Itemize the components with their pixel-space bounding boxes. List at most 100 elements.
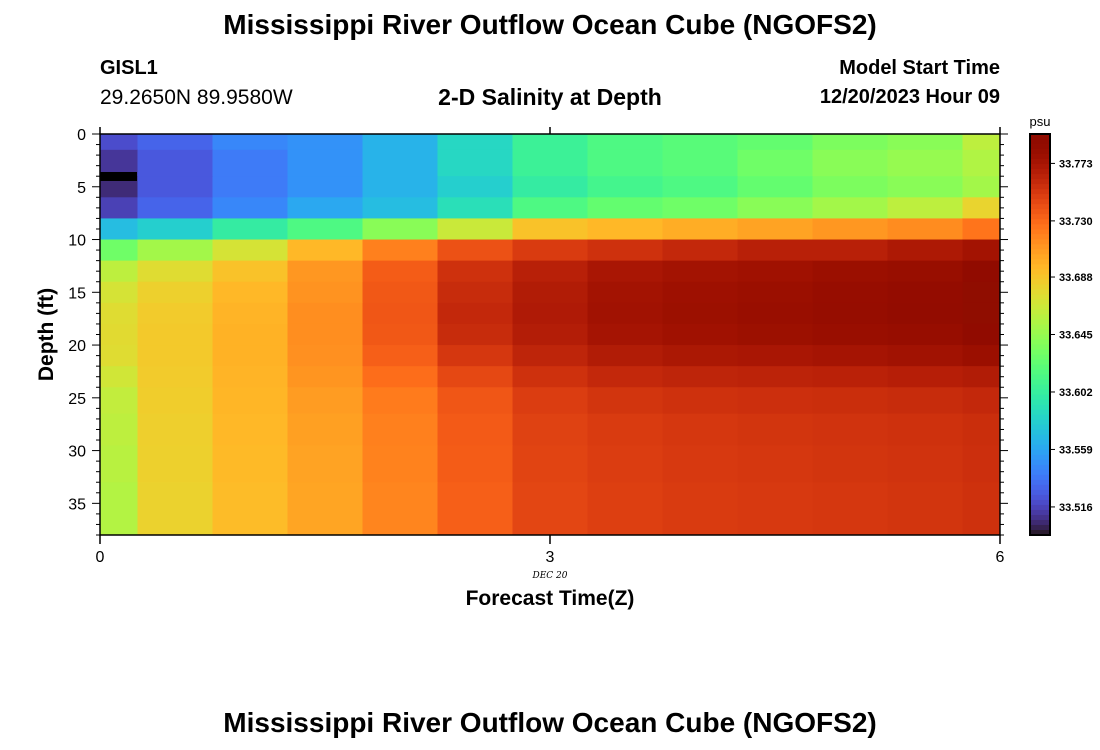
heatmap-cell <box>362 445 438 483</box>
colorbar-segment <box>1030 314 1050 321</box>
heatmap-cell <box>287 239 363 262</box>
colorbar-segment <box>1030 294 1050 301</box>
heatmap-cell <box>962 482 1001 536</box>
y-tick-label: 20 <box>68 338 86 355</box>
heatmap-cell <box>512 239 588 262</box>
colorbar-segment <box>1030 159 1050 165</box>
colorbar-segment <box>1030 459 1050 466</box>
heatmap-cell <box>587 445 663 483</box>
colorbar-segment <box>1030 279 1050 285</box>
y-tick-label: 0 <box>77 127 86 144</box>
heatmap-cell <box>437 482 513 536</box>
heatmap-cell <box>100 218 138 241</box>
heatmap-cell <box>512 260 588 283</box>
heatmap-cell <box>512 387 588 415</box>
heatmap-cell <box>962 260 1001 283</box>
colorbar-segment <box>1030 244 1050 250</box>
heatmap-cell <box>287 197 363 219</box>
model-start-value: 12/20/2023 Hour 09 <box>819 86 1000 108</box>
colorbar-segment <box>1030 504 1050 511</box>
colorbar-segment <box>1030 334 1050 341</box>
heatmap-cell <box>887 345 963 367</box>
heatmap-cell <box>137 413 213 446</box>
colorbar-segment <box>1030 189 1050 195</box>
colorbar-segment <box>1030 179 1050 185</box>
heatmap-cell <box>662 366 738 388</box>
heatmap-cell <box>587 387 663 415</box>
chart-subtitle: 2-D Salinity at Depth <box>438 84 662 110</box>
heatmap-cell <box>287 134 363 151</box>
heatmap-cell <box>887 260 963 283</box>
heatmap-cell <box>512 445 588 483</box>
heatmap-cell <box>737 482 813 536</box>
heatmap-cell <box>100 387 138 415</box>
heatmap-cell <box>137 149 213 177</box>
colorbar-segment <box>1030 404 1050 411</box>
heatmap-cell <box>137 482 213 536</box>
colorbar-segment <box>1030 269 1050 275</box>
colorbar-segment <box>1030 264 1050 270</box>
colorbar-segment <box>1030 369 1050 376</box>
heatmap-cell <box>662 323 738 346</box>
heatmap-cell <box>212 345 288 367</box>
heatmap-cell <box>100 366 138 388</box>
heatmap-cell <box>437 445 513 483</box>
chart-title: Mississippi River Outflow Ocean Cube (NG… <box>223 9 877 40</box>
heatmap-cell <box>887 134 963 151</box>
heatmap-cell <box>887 482 963 536</box>
heatmap-cell <box>512 413 588 446</box>
heatmap-cell <box>512 218 588 241</box>
y-tick-label: 25 <box>68 391 86 408</box>
colorbar-segment <box>1030 354 1050 361</box>
heatmap-cell <box>737 134 813 151</box>
heatmap-cell <box>100 345 138 367</box>
colorbar-segment <box>1030 284 1050 290</box>
heatmap-cell <box>100 323 138 346</box>
colorbar-segment <box>1030 434 1050 441</box>
x-tick-label: 3 <box>546 549 555 566</box>
heatmap-cell <box>100 134 138 151</box>
heatmap-cell <box>212 260 288 283</box>
heatmap-cell <box>287 345 363 367</box>
colorbar-segment <box>1030 359 1050 366</box>
heatmap-cell <box>437 366 513 388</box>
heatmap-cell <box>587 260 663 283</box>
heatmap-cell <box>662 482 738 536</box>
heatmap-cell <box>812 134 888 151</box>
heatmap-cell <box>812 176 888 198</box>
colorbar-tick-label: 33.688 <box>1059 272 1093 284</box>
heatmap-cell <box>962 149 1001 177</box>
heatmap-cell <box>662 176 738 198</box>
heatmap-cell <box>812 239 888 262</box>
heatmap-cell <box>100 302 138 325</box>
colorbar-segment <box>1030 344 1050 351</box>
heatmap-cell <box>587 197 663 219</box>
heatmap-cell <box>100 260 138 283</box>
colorbar-segment <box>1030 509 1050 516</box>
colorbar-segment <box>1030 409 1050 416</box>
heatmap-cell <box>512 366 588 388</box>
colorbar-segment <box>1030 199 1050 205</box>
heatmap-cell <box>212 197 288 219</box>
heatmap-cell <box>437 323 513 346</box>
heatmap-cell <box>812 302 888 325</box>
heatmap-cell <box>287 323 363 346</box>
heatmap-cell <box>737 218 813 241</box>
y-tick-label: 35 <box>68 496 86 513</box>
heatmap-cell <box>137 387 213 415</box>
next-chart-title: Mississippi River Outflow Ocean Cube (NG… <box>223 707 877 738</box>
colorbar-segment <box>1030 339 1050 346</box>
heatmap-cell <box>962 218 1001 241</box>
heatmap-cell <box>512 302 588 325</box>
heatmap-cell <box>362 239 438 262</box>
x-tick-label: 6 <box>996 549 1005 566</box>
colorbar-tick-label: 33.559 <box>1059 444 1093 456</box>
heatmap-cell <box>887 281 963 304</box>
station-id: GISL1 <box>100 57 158 79</box>
heatmap-cell <box>812 281 888 304</box>
y-tick-label: 5 <box>77 180 86 197</box>
heatmap-cell <box>437 149 513 177</box>
heatmap-cell <box>887 387 963 415</box>
heatmap-cell <box>362 149 438 177</box>
heatmap-cell <box>587 281 663 304</box>
